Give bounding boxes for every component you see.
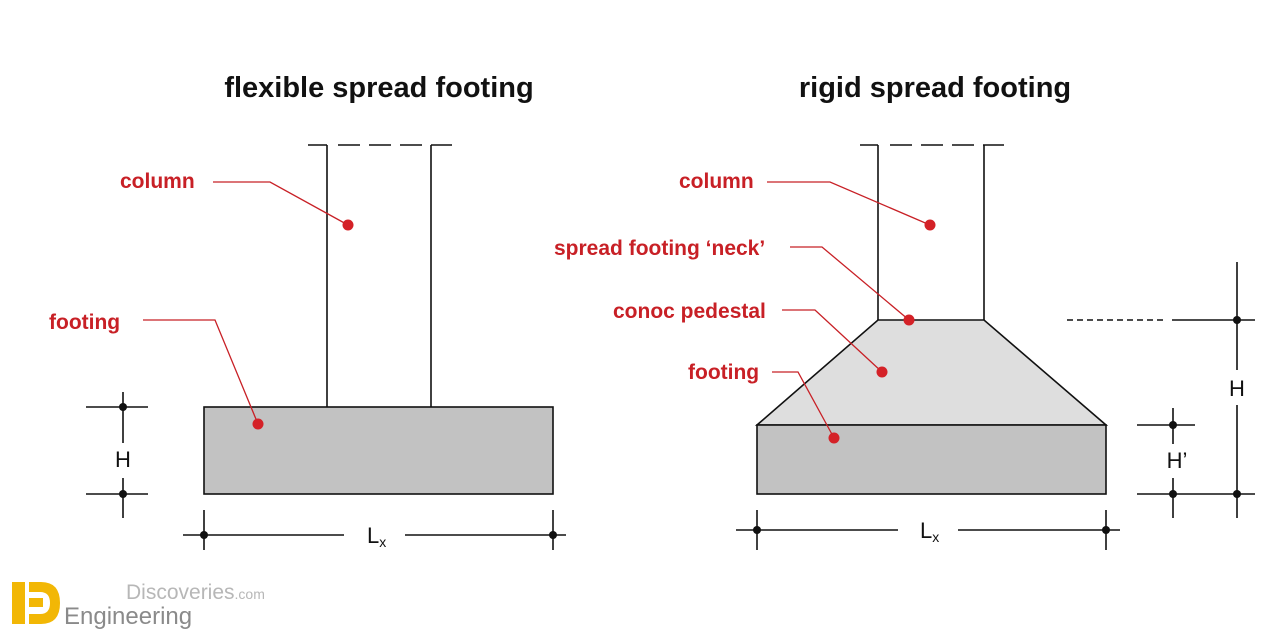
flexible-length-dimension: Lx [183, 510, 566, 550]
flexible-footing-panel: flexible spread footing column footing [49, 72, 566, 550]
rigid-footing-block [756, 424, 1107, 495]
ed-logo-icon [12, 582, 60, 624]
rigid-footing-label: footing [688, 361, 759, 384]
flexible-height-label: H [115, 447, 131, 472]
rigid-column-label: column [679, 170, 754, 193]
rigid-column [860, 144, 1004, 320]
rigid-footing-height-dimension: H’ [1137, 408, 1255, 518]
flexible-column-leader [213, 181, 349, 226]
flexible-length-label: Lx [367, 523, 386, 550]
flexible-column-label: column [120, 170, 195, 193]
flexible-height-dimension: H [86, 392, 148, 518]
rigid-total-height-label: H [1229, 376, 1245, 401]
flexible-footing-block [203, 406, 554, 495]
rigid-neck-label: spread footing ‘neck’ [554, 237, 765, 260]
watermark-engineering-text: Engineering [64, 603, 192, 630]
rigid-footing-panel: rigid spread footing column spread footi… [554, 72, 1255, 550]
rigid-neck-marker [903, 314, 915, 326]
engineering-discoveries-watermark: Discoveries.com Engineering [12, 581, 265, 630]
rigid-footing-height-label: H’ [1167, 448, 1188, 473]
rigid-column-leader [767, 181, 931, 226]
flexible-footing-label: footing [49, 311, 120, 334]
rigid-neck-leader [790, 246, 910, 321]
rigid-length-dimension: Lx [736, 510, 1120, 550]
rigid-length-label: Lx [920, 518, 939, 545]
flexible-footing-leader [143, 319, 259, 425]
rigid-pedestal-shape [754, 319, 1109, 426]
rigid-total-height-dimension: H [1067, 262, 1255, 518]
rigid-pedestal-leader [782, 309, 883, 373]
watermark-discoveries-text: Discoveries.com [126, 581, 265, 604]
flexible-column [308, 144, 452, 407]
flexible-footing-title: flexible spread footing [224, 72, 533, 104]
rigid-pedestal-marker [876, 366, 888, 378]
rigid-column-marker [924, 219, 936, 231]
rigid-pedestal-label: conoc pedestal [613, 300, 766, 323]
flexible-column-marker [342, 219, 354, 231]
flexible-footing-marker [252, 418, 264, 430]
rigid-footing-title: rigid spread footing [799, 72, 1071, 104]
rigid-footing-marker [828, 432, 840, 444]
rigid-footing-leader [772, 371, 835, 439]
